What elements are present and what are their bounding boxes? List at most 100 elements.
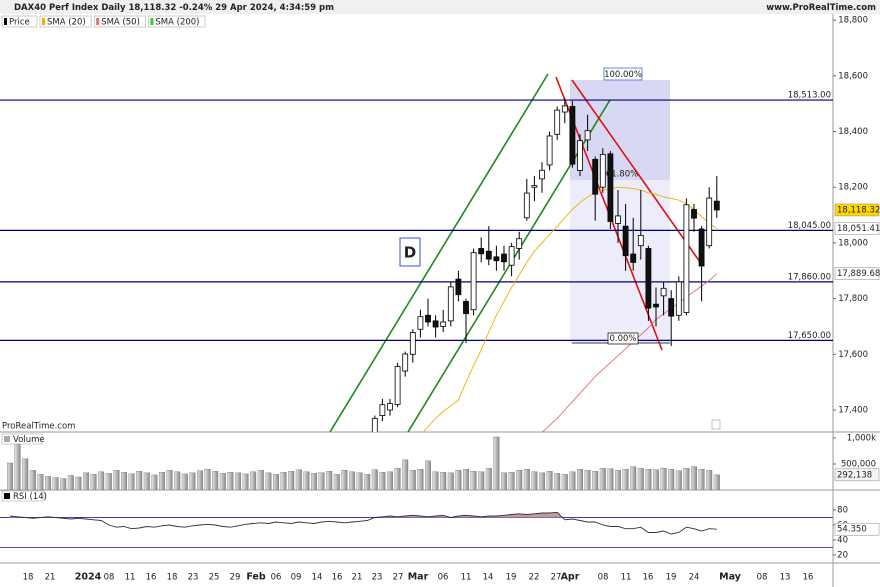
x-tick-label: 16 [332, 573, 343, 583]
volume-bar [356, 472, 363, 490]
channel-line [329, 73, 549, 432]
y-tick-label: 18,000 [838, 238, 868, 248]
volume-bar [265, 472, 272, 490]
x-tick-label: 11 [461, 573, 472, 583]
volume-bar [394, 467, 401, 490]
x-tick-label: 21 [352, 573, 363, 583]
volume-bar [501, 472, 508, 490]
volume-bar [29, 470, 36, 490]
candle-body [425, 314, 431, 323]
candle-body [607, 153, 614, 222]
volume-bar [273, 474, 280, 490]
volume-bar [212, 471, 219, 490]
rsi-last-box [834, 522, 880, 536]
candle-body [698, 228, 705, 267]
volume-bar [189, 472, 196, 490]
volume-bar [713, 474, 720, 490]
candle-body [508, 246, 515, 266]
pattern-label: D [404, 244, 416, 262]
candle-body [637, 234, 644, 247]
site-link[interactable]: www.ProRealTime.com [766, 3, 876, 13]
volume-bar [546, 471, 553, 490]
volume-bar [128, 473, 135, 490]
x-tick-label: 13 [780, 573, 791, 583]
volume-bar [493, 436, 500, 490]
sma-last-label: 18,051.41 [837, 224, 880, 234]
volume-bar [668, 468, 675, 490]
x-tick-label: 27 [393, 573, 404, 583]
fib-label-box [603, 67, 643, 81]
y-tick-label: 17,600 [838, 350, 868, 360]
header-bar [0, 0, 880, 14]
candle-body [554, 109, 561, 135]
panel-icon [4, 493, 10, 499]
volume-bar [508, 472, 515, 490]
volume-bar [577, 468, 584, 490]
x-tick-label: 29 [230, 573, 241, 583]
candle-body [592, 158, 599, 195]
volume-bar [599, 467, 606, 490]
candle-body [531, 185, 538, 188]
rsi-plot [0, 511, 833, 548]
volume-bar [523, 468, 530, 490]
volume-bar [22, 458, 29, 490]
volume-bar [37, 474, 44, 490]
volume-bar [311, 473, 318, 490]
volume-bar [364, 474, 371, 490]
volume-bar [683, 467, 690, 490]
volume-bar [470, 471, 477, 490]
candle-body [668, 298, 675, 317]
candle-body [691, 209, 697, 219]
volume-bar [455, 470, 462, 490]
fib-zone-lower [570, 180, 670, 343]
sma-last-box [834, 267, 880, 280]
sma-line [541, 273, 718, 432]
candle-body [599, 153, 606, 188]
volume-bar [645, 468, 652, 490]
volume-bar [569, 471, 576, 490]
volume-bar [561, 474, 568, 490]
panel-icon [4, 436, 10, 442]
level-label: 17,860.00 [788, 272, 831, 282]
legend-swatch [96, 18, 100, 25]
volume-bar [417, 468, 424, 490]
volume-bar [387, 471, 394, 490]
legend-swatch [42, 18, 45, 25]
candle-body [394, 366, 401, 405]
candle-body [683, 204, 690, 313]
volume-bar [166, 470, 173, 490]
volume-bar [143, 472, 150, 490]
candle-body [379, 404, 386, 416]
volume-bar [691, 466, 698, 490]
volume-bar [67, 475, 74, 490]
x-tick-label: May [719, 572, 742, 583]
volume-bar [105, 473, 112, 490]
x-tick-label: 08 [104, 573, 115, 583]
volume-bar [52, 477, 59, 490]
x-tick-label: 08 [598, 573, 609, 583]
volume-bar [242, 473, 249, 490]
volume-bar [478, 471, 485, 490]
legend-item [148, 15, 206, 28]
candle-body [365, 489, 370, 502]
x-tick-label: 27 [551, 573, 562, 583]
volume-bar [463, 468, 470, 490]
last-price-label: 18,118.32 [837, 205, 880, 215]
volume-bar [402, 459, 409, 490]
price-plot [0, 73, 833, 502]
x-tick-label: Apr [561, 572, 580, 583]
fib-label: 0.00% [609, 334, 636, 344]
candle-body [463, 300, 469, 315]
fib-zone-upper [570, 80, 670, 180]
y-tick-label: 20 [837, 550, 848, 560]
candle-body [561, 105, 568, 113]
volume-bar [82, 472, 89, 490]
x-tick-label: 18 [167, 573, 178, 583]
volume-bar [288, 471, 295, 490]
info-icon [711, 419, 721, 430]
volume-bar [698, 468, 705, 490]
fib-label-box [607, 332, 639, 345]
volume-bar [14, 444, 21, 490]
candle-body [713, 200, 720, 211]
